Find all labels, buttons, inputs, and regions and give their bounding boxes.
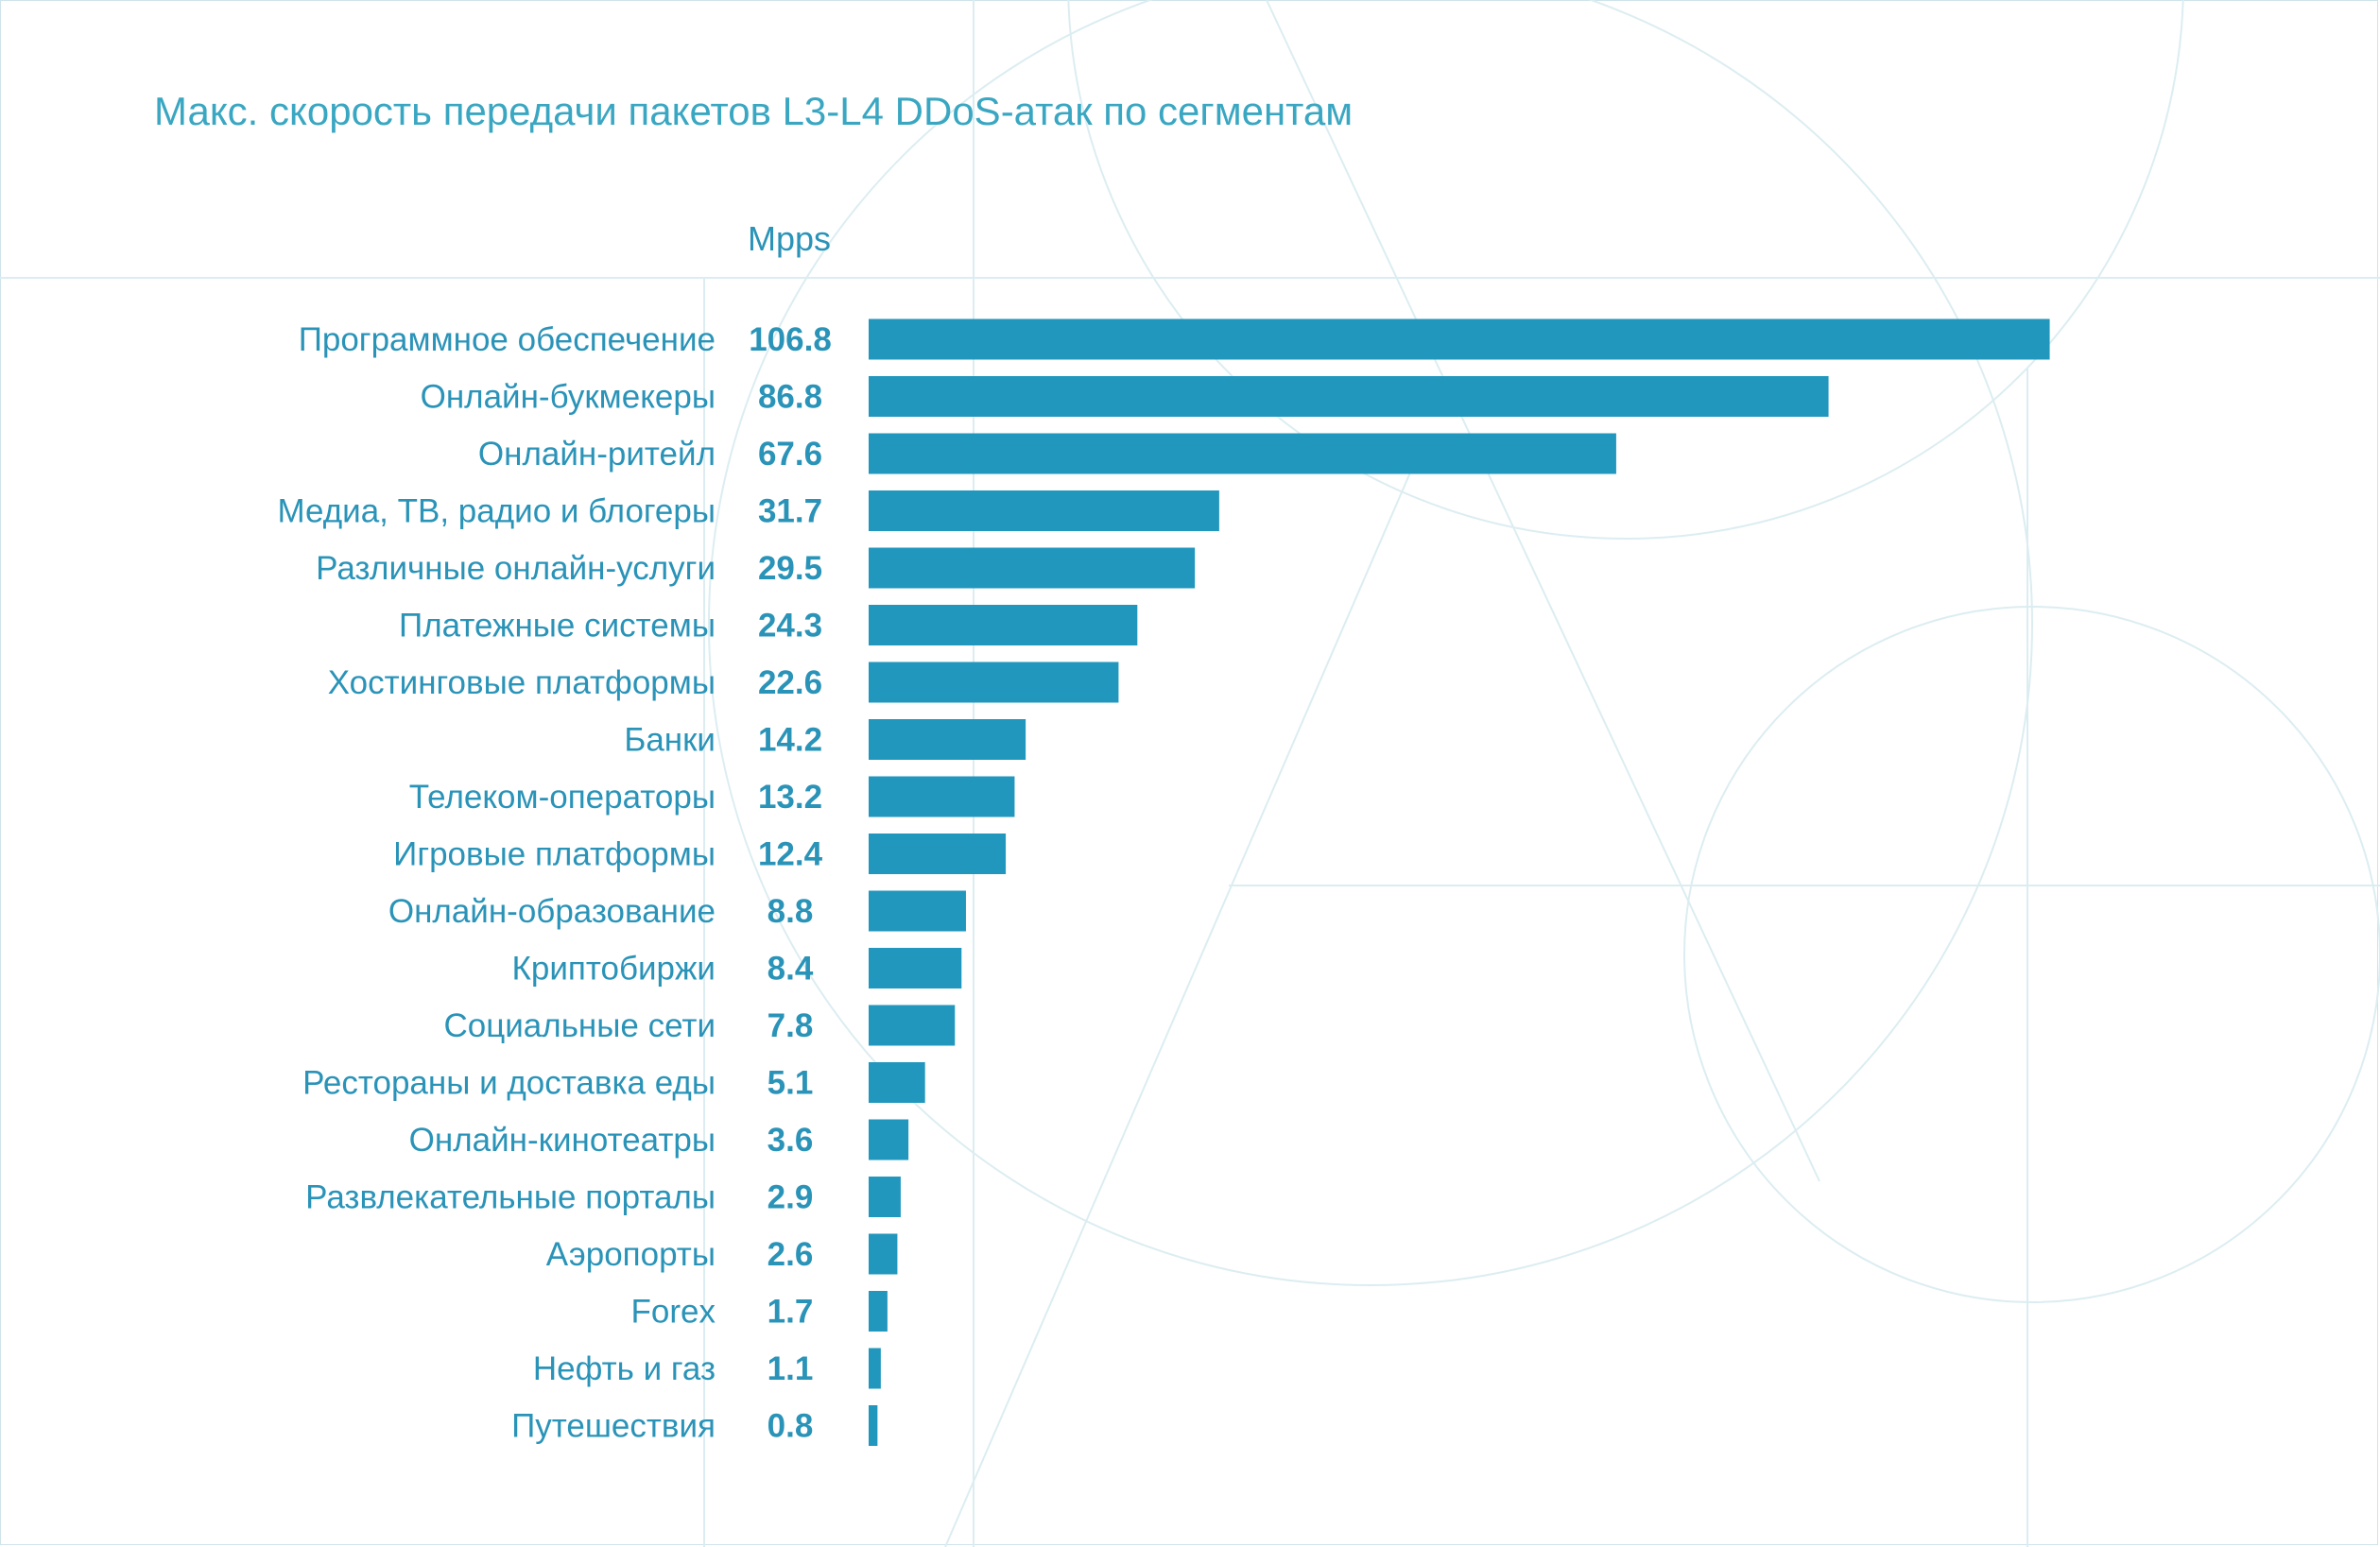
category-label: Forex	[631, 1294, 716, 1331]
value-label: 24.3	[758, 608, 822, 645]
unit-label: Mpps	[748, 219, 832, 258]
bar	[869, 1062, 925, 1103]
category-label: Платежные системы	[399, 608, 716, 645]
value-label: 7.8	[767, 1007, 814, 1044]
value-label: 13.2	[758, 779, 822, 816]
value-label: 12.4	[758, 836, 823, 873]
value-label: 86.8	[758, 379, 822, 416]
bar	[869, 376, 1829, 417]
value-label: 29.5	[758, 550, 822, 587]
value-label: 3.6	[767, 1122, 814, 1159]
bar	[869, 547, 1196, 589]
bar	[869, 662, 1119, 703]
bar	[869, 1233, 898, 1275]
bar	[869, 318, 2050, 360]
category-label: Телеком-операторы	[409, 779, 716, 816]
bar	[869, 490, 1219, 531]
bar	[869, 1405, 878, 1446]
bar	[869, 605, 1138, 645]
bar	[869, 776, 1015, 817]
value-label: 22.6	[758, 664, 822, 701]
category-label: Программное обеспечение	[299, 321, 716, 358]
category-label: Аэропорты	[546, 1236, 716, 1273]
value-label: 1.1	[767, 1350, 814, 1387]
bar	[869, 948, 962, 988]
category-label: Различные онлайн-услуги	[316, 550, 716, 587]
value-label: 2.9	[767, 1179, 814, 1216]
value-label: 31.7	[758, 493, 822, 530]
category-label: Нефть и газ	[533, 1350, 716, 1387]
category-label: Онлайн-ритейл	[478, 436, 716, 473]
bar	[869, 1291, 888, 1332]
category-label: Онлайн-букмекеры	[421, 379, 716, 416]
category-label: Банки	[624, 722, 716, 759]
category-label: Онлайн-образование	[388, 893, 716, 930]
bar	[869, 433, 1616, 474]
bar	[869, 1348, 881, 1389]
value-label: 0.8	[767, 1408, 814, 1445]
value-label: 8.4	[767, 951, 814, 988]
category-label: Медиа, ТВ, радио и блогеры	[277, 493, 716, 530]
bar	[869, 1005, 956, 1046]
category-label: Хостинговые платформы	[328, 664, 716, 701]
value-label: 5.1	[767, 1065, 814, 1102]
bar	[869, 1177, 901, 1217]
value-label: 8.8	[767, 893, 814, 930]
value-label: 106.8	[749, 321, 832, 358]
value-label: 1.7	[767, 1294, 814, 1331]
category-label: Развлекательные порталы	[305, 1179, 716, 1216]
category-label: Рестораны и доставка еды	[302, 1065, 716, 1102]
bar	[869, 719, 1026, 760]
value-label: 14.2	[758, 722, 822, 759]
value-label: 2.6	[767, 1236, 814, 1273]
category-label: Путешествия	[511, 1408, 716, 1445]
bar	[869, 834, 1007, 874]
value-label: 67.6	[758, 436, 822, 473]
category-label: Криптобиржи	[512, 951, 716, 988]
category-label: Социальные сети	[443, 1007, 716, 1044]
bar	[869, 890, 966, 932]
category-label: Игровые платформы	[393, 836, 716, 873]
category-label: Онлайн-кинотеатры	[409, 1122, 716, 1159]
bar	[869, 1119, 909, 1160]
chart-title: Макс. скорость передачи пакетов L3-L4 DD…	[154, 89, 1354, 133]
